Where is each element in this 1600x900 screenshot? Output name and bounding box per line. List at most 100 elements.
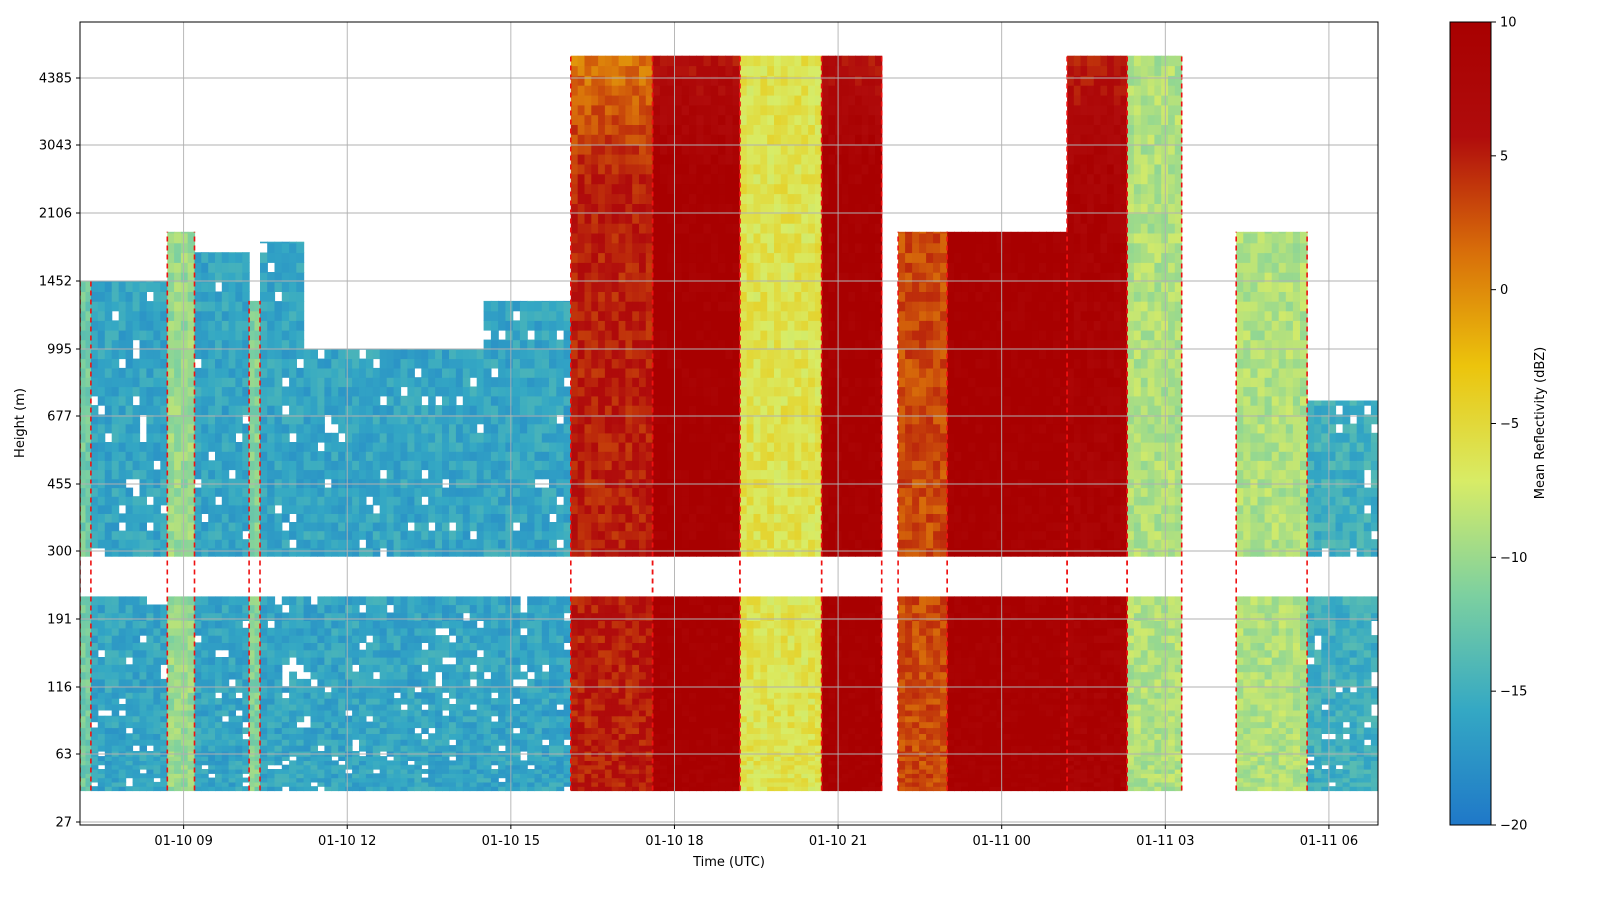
- reflectivity-cell: [242, 657, 250, 665]
- reflectivity-cell: [228, 760, 236, 766]
- reflectivity-cell: [242, 739, 250, 746]
- reflectivity-cell: [527, 522, 536, 532]
- reflectivity-cell: [260, 301, 268, 312]
- reflectivity-cell: [435, 620, 443, 629]
- reflectivity-cell: [317, 627, 325, 636]
- reflectivity-cell: [570, 144, 579, 155]
- reflectivity-cell: [132, 330, 141, 341]
- reflectivity-cell: [570, 386, 579, 397]
- reflectivity-cell: [359, 786, 367, 792]
- reflectivity-cell: [577, 223, 586, 234]
- reflectivity-cell: [379, 671, 388, 680]
- reflectivity-cell: [442, 513, 450, 523]
- reflectivity-cell: [85, 414, 92, 425]
- reflectivity-cell: [563, 349, 572, 360]
- reflectivity-cell: [505, 773, 514, 779]
- reflectivity-cell: [331, 627, 339, 636]
- reflectivity-cell: [435, 777, 443, 783]
- reflectivity-cell: [365, 358, 374, 369]
- reflectivity-cell: [104, 781, 113, 787]
- reflectivity-cell: [281, 241, 290, 244]
- reflectivity-cell: [274, 469, 283, 480]
- reflectivity-cell: [476, 657, 485, 665]
- reflectivity-cell: [591, 727, 599, 734]
- reflectivity-cell: [80, 596, 87, 606]
- reflectivity-cell: [421, 657, 429, 665]
- reflectivity-cell: [139, 692, 147, 699]
- reflectivity-cell: [85, 686, 92, 693]
- reflectivity-cell: [527, 704, 536, 711]
- reflectivity-cell: [476, 698, 485, 705]
- reflectivity-cell: [187, 478, 196, 489]
- reflectivity-cell: [146, 671, 154, 680]
- reflectivity-cell: [187, 487, 196, 497]
- reflectivity-cell: [379, 721, 388, 729]
- reflectivity-cell: [549, 745, 557, 752]
- reflectivity-cell: [563, 395, 572, 406]
- reflectivity-cell: [527, 539, 536, 549]
- reflectivity-cell: [421, 377, 429, 388]
- reflectivity-cell: [160, 612, 168, 621]
- reflectivity-cell: [215, 721, 223, 729]
- reflectivity-cell: [365, 678, 374, 687]
- reflectivity-cell: [549, 451, 557, 461]
- reflectivity-cell: [428, 704, 436, 711]
- reflectivity-cell: [512, 635, 521, 643]
- reflectivity-cell: [254, 692, 261, 699]
- reflectivity-cell: [455, 377, 464, 388]
- reflectivity-cell: [584, 686, 592, 693]
- reflectivity-cell: [208, 539, 216, 549]
- reflectivity-cell: [414, 635, 422, 643]
- reflectivity-cell: [639, 620, 647, 629]
- reflectivity-cell: [249, 414, 256, 425]
- reflectivity-cell: [455, 733, 464, 740]
- reflectivity-cell: [296, 756, 305, 761]
- reflectivity-cell: [174, 252, 182, 263]
- reflectivity-cell: [235, 657, 243, 665]
- reflectivity-cell: [393, 612, 402, 621]
- reflectivity-cell: [97, 727, 106, 734]
- reflectivity-cell: [97, 349, 106, 360]
- reflectivity-cell: [274, 442, 283, 452]
- reflectivity-cell: [598, 134, 606, 145]
- reflectivity-cell: [310, 612, 318, 621]
- reflectivity-cell: [296, 698, 305, 705]
- reflectivity-cell: [254, 649, 261, 658]
- reflectivity-cell: [310, 504, 318, 514]
- reflectivity-cell: [519, 649, 528, 658]
- reflectivity-cell: [505, 692, 514, 699]
- reflectivity-cell: [274, 513, 283, 523]
- reflectivity-cell: [476, 367, 485, 378]
- reflectivity-cell: [90, 377, 99, 388]
- reflectivity-cell: [449, 745, 457, 752]
- reflectivity-cell: [281, 764, 290, 770]
- reflectivity-cell: [570, 496, 579, 506]
- reflectivity-cell: [428, 432, 436, 443]
- reflectivity-cell: [324, 395, 332, 406]
- reflectivity-cell: [563, 320, 572, 331]
- reflectivity-cell: [254, 504, 261, 514]
- reflectivity-cell: [563, 530, 572, 540]
- reflectivity-cells: [80, 55, 1378, 792]
- reflectivity-cell: [235, 504, 243, 514]
- reflectivity-cell: [591, 55, 599, 67]
- reflectivity-cell: [618, 386, 626, 397]
- reflectivity-cell: [372, 460, 381, 471]
- reflectivity-cell: [483, 649, 492, 658]
- reflectivity-cell: [407, 756, 415, 761]
- reflectivity-cell: [324, 764, 332, 770]
- reflectivity-cell: [534, 686, 543, 693]
- reflectivity-cell: [400, 739, 408, 746]
- reflectivity-cell: [534, 698, 543, 705]
- reflectivity-cell: [303, 756, 312, 761]
- reflectivity-cell: [449, 377, 457, 388]
- reflectivity-cell: [274, 367, 283, 378]
- reflectivity-cell: [215, 339, 223, 350]
- reflectivity-cell: [414, 678, 422, 687]
- reflectivity-cell: [455, 460, 464, 471]
- reflectivity-cell: [604, 395, 613, 406]
- reflectivity-cell: [498, 604, 506, 614]
- reflectivity-cell: [180, 242, 189, 254]
- reflectivity-cell: [591, 367, 599, 378]
- reflectivity-cell: [80, 664, 87, 673]
